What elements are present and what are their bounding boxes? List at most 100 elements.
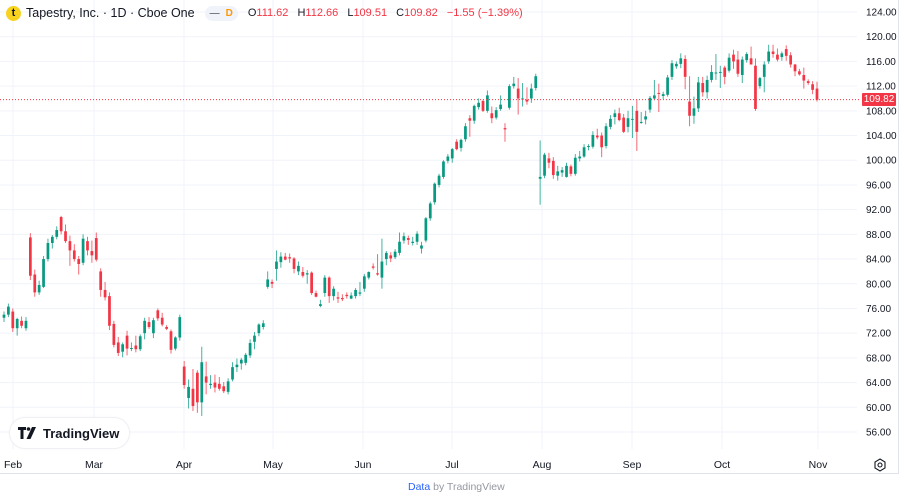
candle <box>152 320 155 334</box>
candle <box>7 306 10 315</box>
candle <box>165 327 168 329</box>
candle <box>499 104 502 109</box>
candle <box>94 238 98 260</box>
candle <box>341 297 344 300</box>
candle <box>591 134 595 147</box>
candle <box>72 250 76 260</box>
candle <box>718 71 722 73</box>
candle <box>37 285 41 293</box>
candle <box>604 126 608 147</box>
candle <box>257 324 261 334</box>
candle <box>433 183 437 203</box>
candle <box>349 295 353 299</box>
candle <box>679 58 683 64</box>
candle <box>653 95 656 99</box>
candle <box>371 266 375 268</box>
candle <box>798 71 801 75</box>
candle <box>538 176 542 179</box>
settings-icon[interactable] <box>873 458 887 472</box>
candle <box>20 320 23 326</box>
candle <box>749 58 753 65</box>
candle <box>758 78 762 87</box>
candle <box>806 81 810 84</box>
candle <box>86 241 89 251</box>
candle <box>793 64 797 72</box>
candle <box>389 255 393 259</box>
candle <box>486 95 489 111</box>
candle <box>468 118 472 121</box>
candle <box>631 118 634 120</box>
candle <box>50 236 54 243</box>
candle <box>134 345 138 350</box>
candle <box>617 113 621 121</box>
candle <box>736 59 740 74</box>
candle <box>147 322 151 327</box>
candle <box>11 311 15 329</box>
candle <box>666 77 669 95</box>
candle <box>776 54 779 60</box>
candle <box>239 359 243 364</box>
candle <box>609 118 612 127</box>
candle <box>191 388 195 407</box>
candle <box>675 63 678 67</box>
candle <box>521 98 524 100</box>
price-axis-label: 104.00 <box>866 131 897 142</box>
candle <box>305 273 309 275</box>
candle <box>784 49 788 56</box>
candle <box>345 294 349 297</box>
candle <box>477 102 480 108</box>
chart-plot[interactable]: 124.00 120.00 116.00 112.00 108.00 104.00 100.… <box>0 0 900 474</box>
time-axis-label: Nov <box>808 459 828 471</box>
price-axis-label: 100.00 <box>866 156 897 167</box>
candle <box>455 141 459 150</box>
candle <box>437 175 441 185</box>
price-axis-label: 120.00 <box>866 32 897 43</box>
tradingview-watermark[interactable]: TradingView <box>9 417 131 449</box>
candle <box>46 243 50 260</box>
candle <box>15 318 19 329</box>
candle <box>402 236 406 241</box>
candle <box>543 154 546 176</box>
data-link[interactable]: Data <box>408 481 431 493</box>
candle <box>683 58 687 77</box>
candle <box>398 241 401 253</box>
candle <box>138 336 142 350</box>
candle <box>64 231 67 242</box>
price-axis-label: 80.00 <box>866 279 891 290</box>
open-label: O <box>247 7 257 19</box>
time-axis-label: Mar <box>84 459 104 471</box>
candle <box>626 118 630 127</box>
candle <box>727 57 731 71</box>
candle <box>670 63 674 77</box>
candle <box>529 88 533 99</box>
candle <box>701 83 705 93</box>
price-axis-label: 84.00 <box>866 255 891 266</box>
candle <box>767 51 771 62</box>
candle <box>490 113 494 119</box>
candle <box>314 293 318 297</box>
candle <box>613 113 617 117</box>
candle <box>130 348 133 349</box>
candle <box>2 314 6 318</box>
interval-pill[interactable]: — D <box>204 5 238 21</box>
candle <box>323 277 327 294</box>
candle <box>270 281 274 284</box>
candle <box>217 383 221 389</box>
time-axis-label: Sep <box>622 459 642 471</box>
time-axis-label: Feb <box>3 459 23 471</box>
candle <box>771 51 775 54</box>
candle <box>424 218 428 241</box>
candle <box>472 105 476 121</box>
candle <box>310 272 313 294</box>
candle <box>266 279 270 287</box>
symbol-title[interactable]: Tapestry, Inc. · 1D · Cboe One <box>26 6 195 20</box>
candle <box>231 367 234 380</box>
candle <box>125 335 129 349</box>
chart-frame <box>0 0 899 474</box>
candle <box>55 230 59 237</box>
candle <box>811 84 814 90</box>
candle <box>556 171 560 176</box>
candle <box>644 116 647 120</box>
candle <box>77 259 81 264</box>
candle <box>762 64 766 77</box>
